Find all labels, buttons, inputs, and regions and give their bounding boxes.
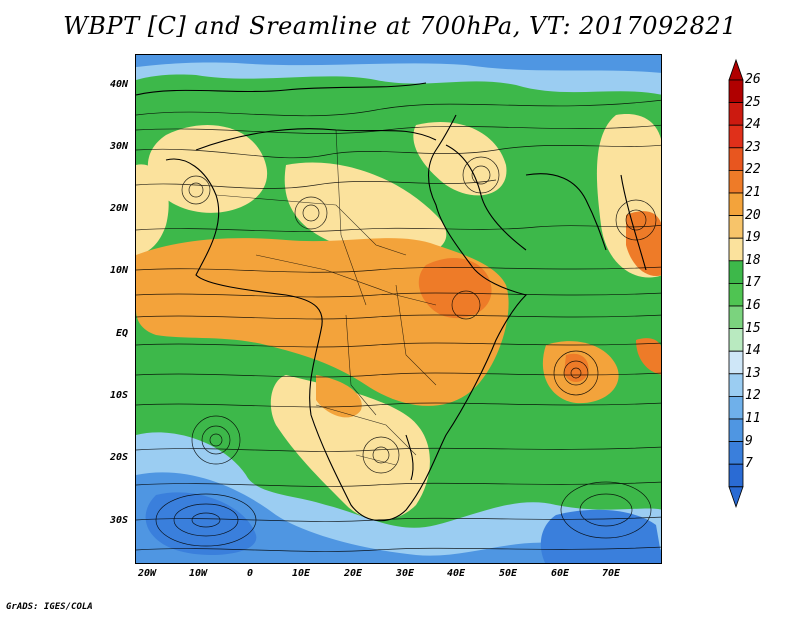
colorbar-swatch: [728, 282, 744, 307]
colorbar-swatch: [728, 395, 744, 420]
lon-label: 10E: [291, 568, 311, 579]
cold-south-region: [136, 472, 661, 563]
colorbar-tick-label: 21: [745, 185, 761, 200]
colorbar-swatch: [728, 418, 744, 443]
colorbar-tick-label: 22: [745, 162, 761, 178]
colorbar: [728, 58, 744, 509]
coastlines: [136, 82, 647, 522]
lat-label: 10S: [109, 390, 128, 401]
colorbar-swatch: [728, 441, 744, 465]
lon-label: 0: [246, 568, 254, 579]
colorbar-tick-label: 14: [745, 343, 761, 359]
colorbar-extend-bottom: [728, 486, 744, 509]
hot-spot-east-ocean: [636, 338, 661, 375]
lat-label: 40N: [109, 79, 128, 90]
colorbar-extend-top: [728, 58, 744, 81]
lat-label: 20S: [109, 452, 128, 463]
hot-spot-ethiopia: [418, 257, 492, 319]
colorbar-tick-label: 13: [745, 365, 761, 381]
weather-map: [135, 54, 662, 564]
colorbar-swatch: [728, 170, 744, 194]
map-canvas: [136, 55, 661, 563]
country-borders: [215, 129, 437, 466]
warm-region-sahara: [284, 162, 447, 258]
colorbar-swatch: [728, 102, 744, 126]
colorbar-tick-label: 11: [745, 411, 761, 426]
warm-region-egypt: [413, 121, 507, 196]
lon-label: 10W: [188, 568, 208, 579]
colorbar-swatch: [728, 373, 744, 397]
hot-spot-bay: [626, 211, 661, 276]
colorbar-tick-label: 23: [745, 139, 761, 155]
lat-label: 10N: [109, 265, 128, 276]
colorbar-swatch: [728, 147, 744, 171]
colorbar-swatch: [728, 260, 744, 284]
colorbar-tick-label: 18: [745, 252, 761, 268]
cold-north-region: [136, 55, 661, 73]
colorbar-swatch: [728, 350, 744, 375]
colorbar-tick-label: 15: [745, 320, 761, 336]
credit-text: GrADS: IGES/COLA: [6, 602, 93, 612]
colorbar-swatch: [728, 124, 744, 149]
warm-region-west: [136, 164, 169, 255]
colorbar-tick-label: 24: [745, 117, 761, 133]
colorbar-tick-label: 7: [745, 456, 753, 472]
streamlines: [136, 99, 661, 552]
colorbar-tick-label: 25: [745, 94, 761, 110]
colorbar-tick-label: 9: [745, 433, 753, 449]
lat-label: 30S: [109, 515, 128, 526]
lon-label: 20E: [343, 568, 363, 579]
colorbar-tick-label: 12: [745, 388, 761, 404]
colorbar-tick-label: 17: [745, 275, 761, 291]
lon-label: 20W: [137, 568, 157, 579]
lon-label: 70E: [601, 568, 621, 579]
lon-label: 50E: [498, 568, 518, 579]
colorbar-swatch: [728, 215, 744, 239]
warm-region-nw: [147, 125, 268, 213]
colorbar-swatch: [728, 192, 744, 217]
lon-label: 30E: [395, 568, 415, 579]
lat-label: 30N: [109, 141, 128, 152]
colorbar-tick-label: 16: [745, 298, 761, 313]
lon-label: 60E: [550, 568, 570, 579]
lon-label: 40E: [446, 568, 466, 579]
map-title: WBPT [C] and Sreamline at 700hPa, VT: 20…: [63, 12, 737, 40]
colorbar-tick-label: 20: [745, 207, 761, 223]
colorbar-tick-label: 26: [745, 72, 761, 87]
colorbar-swatch: [728, 463, 744, 488]
colorbar-swatch: [728, 305, 744, 330]
cold-gyre-se: [540, 509, 661, 563]
lat-label: EQ: [115, 328, 128, 339]
colorbar-swatch: [728, 328, 744, 352]
colorbar-swatch: [728, 79, 744, 104]
colorbar-tick-label: 19: [745, 230, 761, 246]
lat-label: 20N: [109, 203, 128, 214]
colorbar-swatch: [728, 237, 744, 262]
